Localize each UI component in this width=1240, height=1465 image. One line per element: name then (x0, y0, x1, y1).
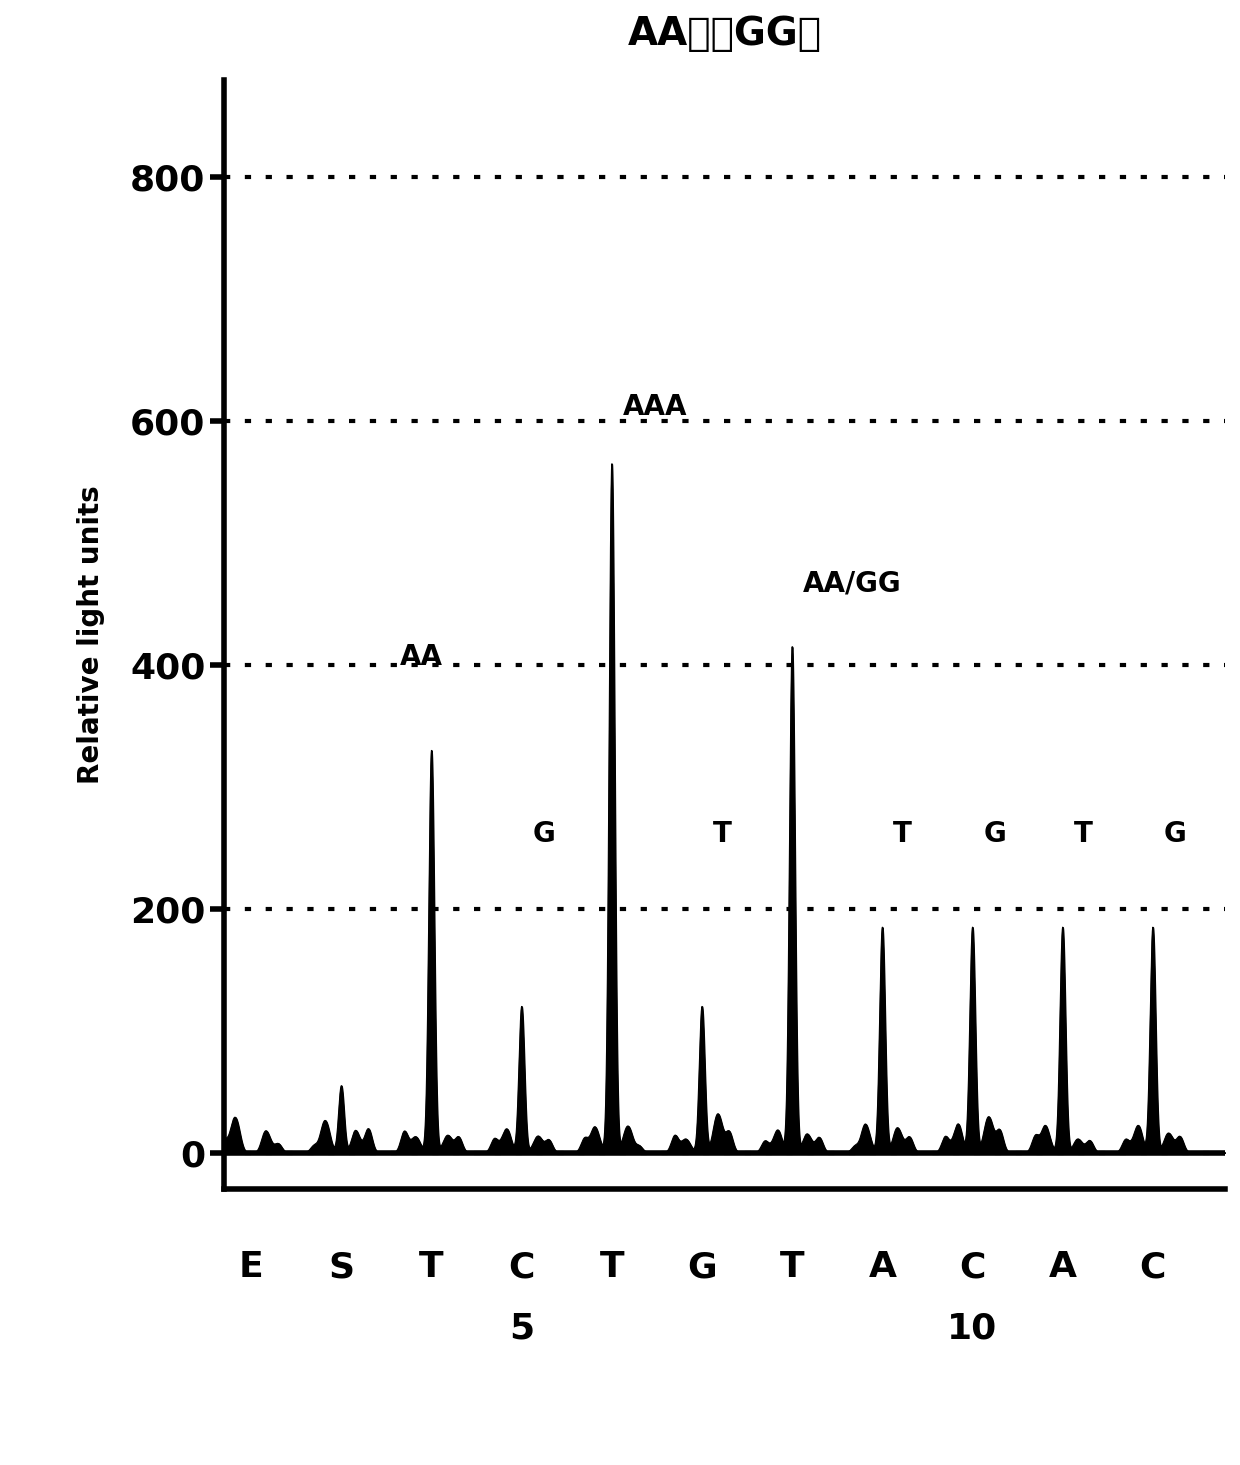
Text: T: T (713, 820, 732, 848)
Text: C: C (508, 1251, 534, 1285)
Text: AA: AA (401, 643, 443, 671)
Text: 5: 5 (510, 1311, 534, 1345)
Text: AAA: AAA (622, 393, 687, 420)
Text: T: T (1074, 820, 1092, 848)
Text: G: G (532, 820, 556, 848)
Text: T: T (893, 820, 913, 848)
Text: E: E (239, 1251, 264, 1285)
Text: AA/GG: AA/GG (804, 570, 901, 598)
Text: 10: 10 (947, 1311, 998, 1345)
Text: A: A (1049, 1251, 1076, 1285)
Text: G: G (687, 1251, 717, 1285)
Y-axis label: Relative light units: Relative light units (77, 485, 105, 784)
Text: C: C (960, 1251, 986, 1285)
Text: G: G (1163, 820, 1187, 848)
Title: AA型或GG型: AA型或GG型 (627, 15, 822, 53)
Text: T: T (780, 1251, 805, 1285)
Text: S: S (329, 1251, 355, 1285)
Text: C: C (1140, 1251, 1166, 1285)
Text: T: T (599, 1251, 624, 1285)
Text: G: G (983, 820, 1006, 848)
Text: T: T (419, 1251, 444, 1285)
Text: A: A (868, 1251, 897, 1285)
